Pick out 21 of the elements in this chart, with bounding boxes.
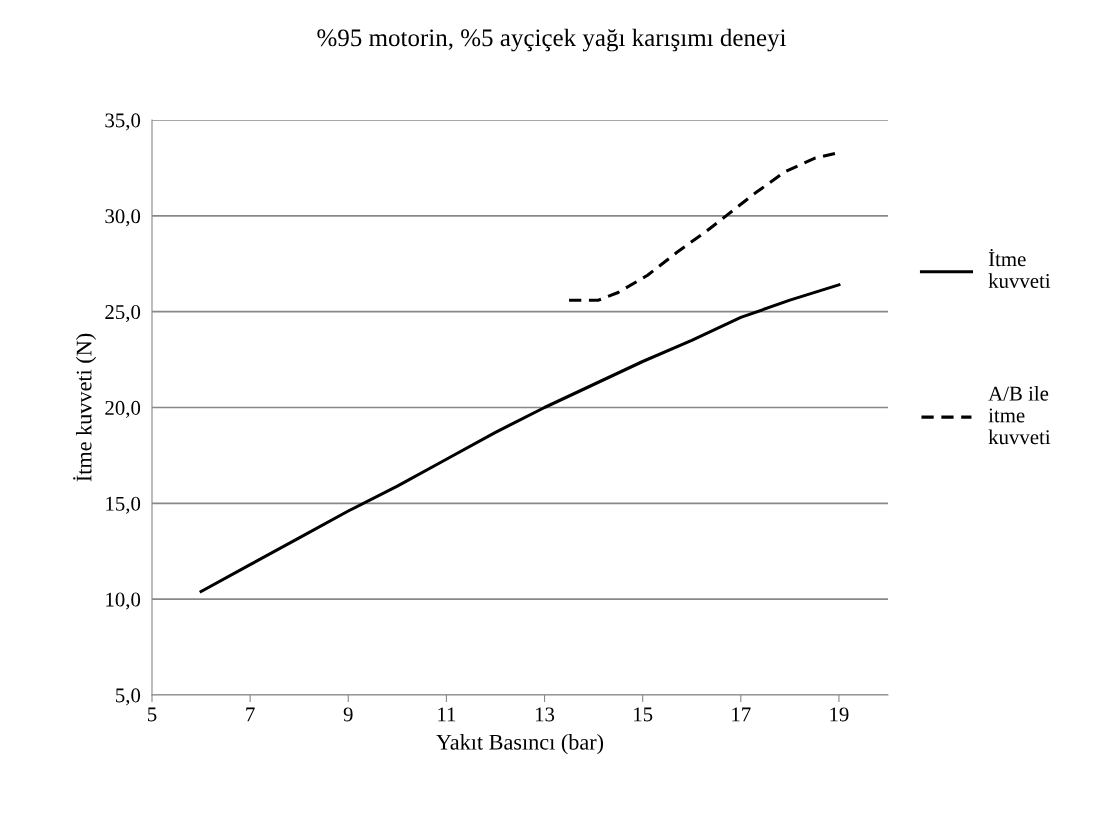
y-tick-label: 30,0 (105, 209, 141, 227)
y-tick-label: 25,0 (105, 305, 141, 323)
legend-label: İtme kuvveti (988, 248, 1051, 288)
x-tick-label: 5 (148, 707, 157, 722)
y-tick-label: 10,0 (106, 592, 141, 610)
x-tick-label: 15 (634, 707, 653, 722)
x-tick-label: 7 (246, 707, 255, 722)
y-tick-label: 35,0 (105, 113, 141, 131)
y-tick-label: 5,0 (116, 688, 141, 706)
x-tick-label: 9 (343, 707, 353, 722)
y-axis-title: İtme kuvveti (N) (73, 333, 97, 482)
x-tick-label: 17 (732, 707, 751, 722)
x-axis-title: Yakıt Basıncı (bar) (436, 734, 604, 755)
line-series (199, 283, 841, 594)
x-tick-label: 11 (438, 707, 456, 722)
y-tick-label: 20,0 (105, 400, 141, 418)
x-tick-label: 13 (535, 707, 555, 722)
y-tick-label: 15,0 (106, 496, 141, 514)
legend-label: A/B ile itme kuvveti (988, 385, 1051, 445)
chart-title: %95 motorin, %5 ayçiçek yağı karışımı deneyi (317, 28, 787, 52)
x-tick-label: 19 (830, 707, 849, 722)
